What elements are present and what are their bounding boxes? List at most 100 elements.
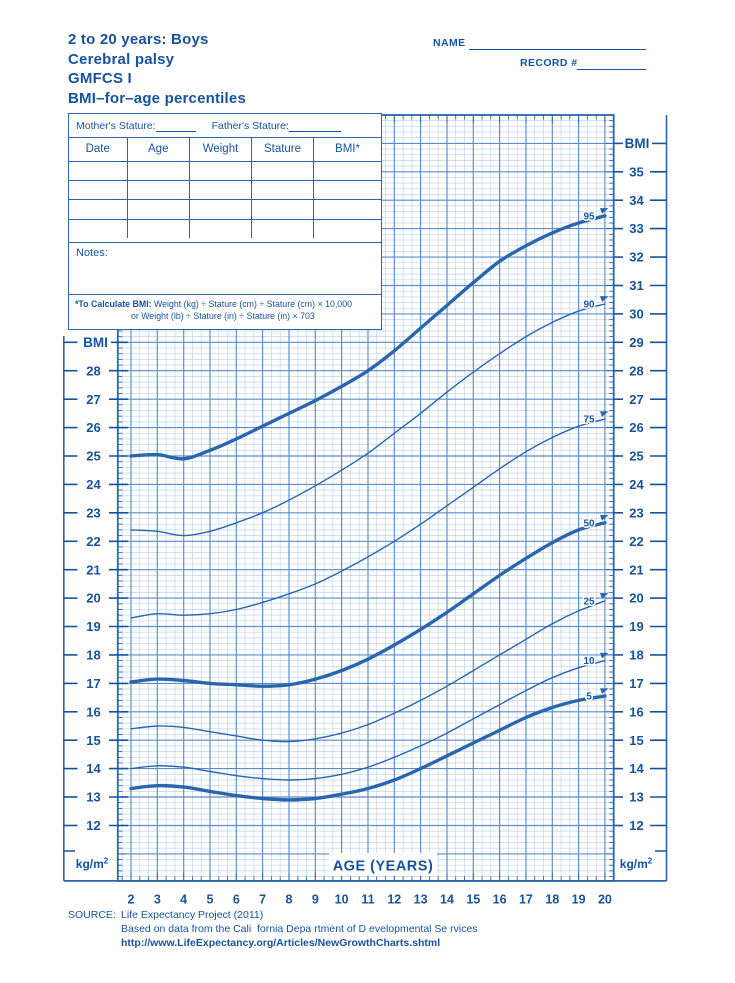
left-y-tick-label: 17 [86,676,100,691]
right-y-tick-label: 13 [629,790,643,805]
right-y-tick-label: 33 [629,221,643,236]
father-stature-label: Father's Stature: [211,119,289,132]
table-empty-cell [190,219,252,239]
percentile-10-curve [130,659,606,781]
mother-stature-blank-field [155,120,196,132]
right-y-tick-label: 30 [629,307,643,322]
x-tick-label: 11 [361,893,374,907]
left-y-tick-label: 26 [86,420,100,435]
right-y-tick-label: 28 [629,363,643,378]
source-label: SOURCE: [68,909,116,921]
left-y-tick-label: 19 [86,619,100,634]
percentile-25-arrow-icon [599,593,609,599]
source-url: http://www.LifeExpectancy.org/Articles/N… [121,936,441,949]
right-y-tick-label: 24 [629,477,644,492]
left-y-tick-label: 15 [86,733,100,748]
table-header-bmi: BMI* [314,138,381,162]
table-empty-cell [252,161,314,181]
percentile-75-label: 75 [583,415,595,426]
right-axis-title: BMI [625,136,650,151]
right-y-tick-label: 21 [629,562,643,577]
right-y-tick-label: 17 [629,676,643,691]
right-y-tick-label: 31 [629,278,643,293]
x-axis-title: AGE (YEARS) [333,859,434,875]
right-y-tick-label: 25 [629,449,643,464]
percentile-75-curve [130,418,606,619]
father-stature-blank-field [288,120,341,132]
left-y-tick-label: 28 [86,363,100,378]
table-empty-cell [69,180,128,201]
table-header-date: Date [69,138,128,162]
bmi-formula-box: *To Calculate BMI: Weight (kg) ÷ Stature… [68,295,382,330]
x-tick-label: 19 [572,893,586,907]
percentile-10-label: 10 [583,656,595,667]
mother-stature-label: Mother's Stature: [76,119,156,132]
left-y-tick-label: 27 [86,392,100,407]
subtitle-condition: Cerebral palsy [68,50,175,68]
x-tick-label: 13 [414,893,428,907]
record-number-blank-field [577,69,646,70]
table-empty-cell [190,161,252,181]
table-empty-cell [127,200,190,220]
percentile-10-arrow-icon [599,652,609,659]
left-y-tick-label: 25 [86,449,100,464]
x-tick-label: 14 [440,893,454,907]
table-empty-cell [314,200,381,220]
parent-stature-row: Mother's Stature: Father's Stature: [69,114,381,139]
table-empty-cell [252,180,314,201]
source-block: Life Expectancy Project (2011) Based on … [121,909,478,950]
table-empty-cell [128,219,190,239]
x-tick-label: 5 [207,893,214,907]
percentile-95-label: 95 [583,211,595,222]
table-empty-cell [127,161,190,181]
x-tick-label: 7 [259,893,266,907]
table-header-weight: Weight [190,138,252,162]
left-y-tick-label: 23 [86,505,100,520]
x-tick-label: 17 [519,893,533,907]
left-y-tick-label: 12 [86,818,100,833]
table-header-age: Age [127,138,190,162]
right-y-tick-label: 32 [629,250,643,265]
table-empty-cell [69,219,128,239]
right-y-tick-label: 16 [629,704,643,719]
record-number-label: RECORD # [520,57,578,69]
bmi-formula-lead: *To Calculate BMI: [75,299,152,309]
table-empty-cell [252,219,314,239]
percentile-25-curve [130,600,606,743]
left-y-tick-label: 18 [86,648,100,663]
right-y-tick-label: 18 [629,648,643,663]
percentile-50-arrow-icon [599,514,609,521]
right-y-tick-label: 22 [629,534,643,549]
x-tick-label: 8 [286,893,293,907]
right-y-tick-label: 15 [629,733,643,748]
right-y-tick-label: 14 [629,761,644,776]
x-tick-label: 18 [545,893,559,907]
left-axis-title: BMI [83,335,108,350]
x-tick-label: 16 [493,893,507,907]
name-blank-field [469,49,646,50]
left-y-tick-label: 14 [86,761,101,776]
right-y-tick-label: 34 [629,193,644,208]
table-empty-cell [69,161,128,181]
left-y-tick-label: 20 [86,591,100,606]
percentile-25-label: 25 [583,596,595,607]
x-tick-label: 10 [335,893,349,907]
percentile-5-curve [129,694,607,802]
chart-title-block: 2 to 20 years: Boys Cerebral palsy GMFCS… [68,30,246,108]
percentile-5-arrow-icon [599,688,609,694]
x-tick-label: 20 [598,893,612,907]
percentile-90-curve [130,303,606,537]
right-y-tick-label: 12 [629,818,643,833]
right-y-tick-label: 23 [629,505,643,520]
left-y-tick-label: 22 [86,534,100,549]
table-empty-cell [127,180,190,201]
table-empty-cell [314,181,381,201]
left-y-tick-label: 21 [86,562,100,577]
page-title: 2 to 20 years: Boys [68,31,209,48]
x-tick-label: 9 [312,893,319,907]
left-y-tick-label: 24 [86,477,101,492]
percentile-50-label: 50 [583,518,595,529]
table-empty-cell [314,162,381,181]
percentile-90-arrow-icon [599,296,609,302]
